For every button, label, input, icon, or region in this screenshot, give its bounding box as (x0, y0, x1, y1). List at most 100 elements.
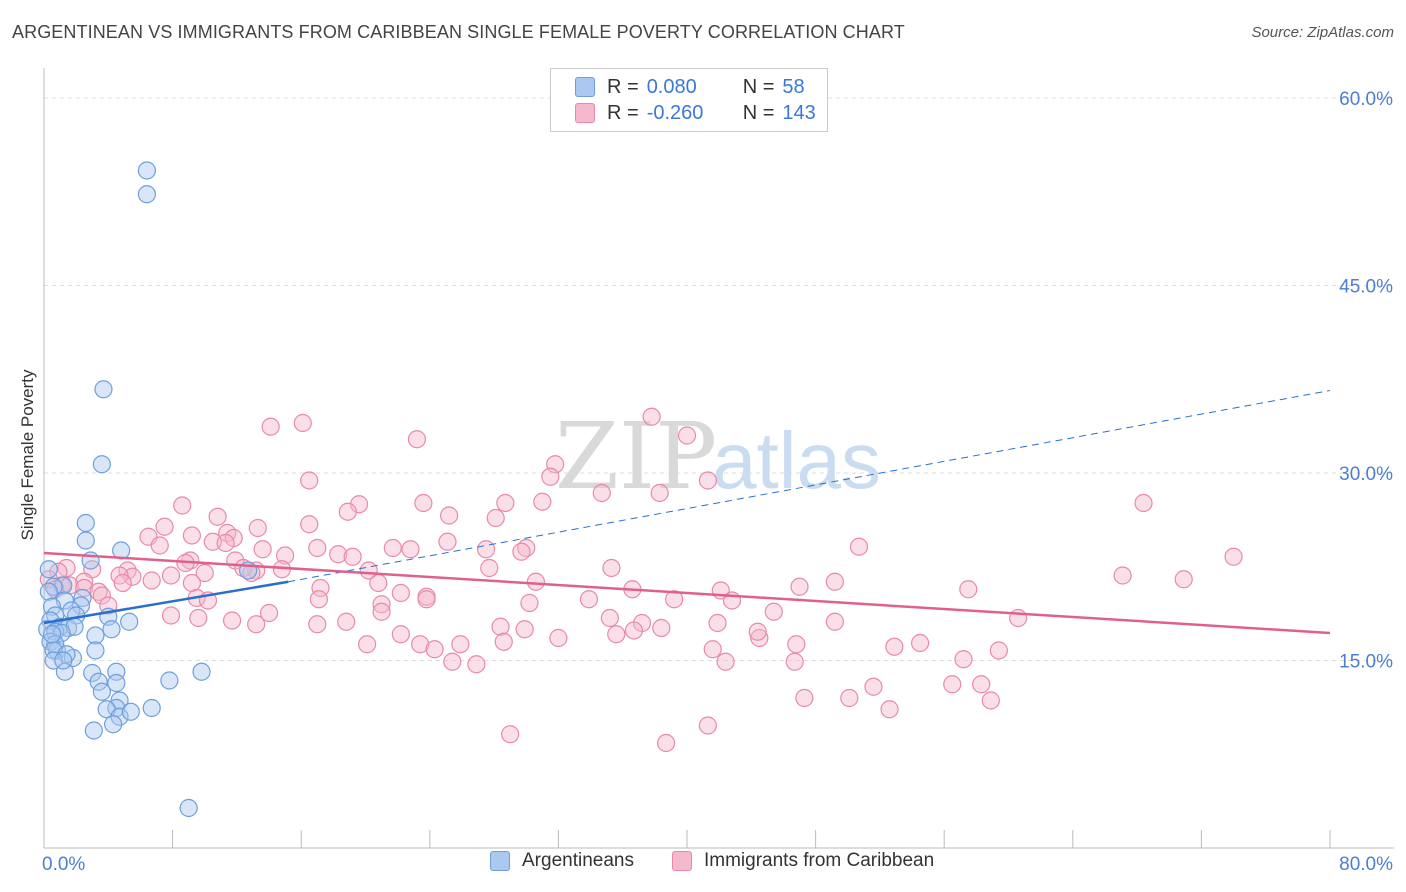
axes (43, 68, 1394, 849)
y-axis-label: Single Female Poverty (18, 369, 37, 541)
point-caribbean (549, 628, 568, 648)
source-label: Source: ZipAtlas.com (1251, 24, 1394, 41)
legend-r-value: 0.080 (646, 75, 697, 98)
point-caribbean (989, 641, 1008, 660)
point-argentineans (39, 582, 58, 601)
series-legend: Argentineans Immigrants from Caribbean (0, 850, 1406, 878)
point-argentineans (137, 161, 156, 180)
watermark-atlas: atlas (712, 416, 881, 505)
point-caribbean (698, 716, 717, 735)
point-caribbean (515, 620, 534, 639)
point-argentineans (160, 671, 179, 690)
point-caribbean (1113, 566, 1132, 585)
point-argentineans (89, 672, 108, 691)
point-caribbean (253, 540, 272, 559)
point-caribbean (150, 536, 169, 555)
point-caribbean (665, 590, 684, 609)
point-argentineans (71, 596, 91, 615)
point-argentineans (192, 662, 211, 681)
point-caribbean (242, 563, 261, 583)
point-caribbean (308, 538, 327, 558)
x-tick-label: 0.0% (42, 854, 85, 875)
x-tick-label: 80.0% (1339, 854, 1393, 875)
point-caribbean (443, 652, 462, 671)
point-caribbean (425, 640, 444, 659)
point-caribbean (383, 538, 402, 558)
point-caribbean (358, 635, 377, 654)
point-caribbean (208, 507, 227, 526)
legend-swatch-pink (672, 851, 692, 871)
point-caribbean (467, 655, 486, 674)
data-points (38, 161, 1243, 818)
point-caribbean (541, 467, 560, 486)
point-argentineans (121, 702, 140, 721)
point-caribbean (182, 526, 201, 545)
point-caribbean (750, 628, 769, 648)
point-caribbean (203, 532, 222, 551)
legend-item-argentineans: Argentineans (490, 850, 634, 872)
point-argentineans (94, 380, 113, 399)
legend-r-label: R = (607, 75, 639, 98)
point-caribbean (825, 612, 844, 631)
point-caribbean (451, 635, 470, 654)
point-caribbean (369, 573, 388, 593)
trend-line-argentineans-extension (288, 390, 1331, 583)
legend-item-caribbean: Immigrants from Caribbean (672, 850, 934, 872)
point-argentineans (179, 798, 198, 818)
legend-r-label: R = (607, 101, 639, 124)
legend-row-caribbean: R = -0.260 N = 143 (575, 100, 816, 126)
point-caribbean (216, 533, 235, 553)
point-caribbean (642, 407, 661, 426)
point-caribbean (337, 612, 356, 631)
point-caribbean (972, 675, 991, 694)
point-argentineans (46, 622, 65, 641)
point-caribbean (491, 617, 510, 636)
point-caribbean (414, 493, 433, 513)
point-caribbean (650, 483, 669, 503)
point-caribbean (607, 625, 626, 644)
watermark: ZIP atlas (555, 403, 881, 510)
point-caribbean (372, 595, 391, 614)
point-caribbean (533, 492, 552, 511)
point-caribbean (494, 632, 513, 651)
point-argentineans (92, 682, 111, 701)
point-caribbean (716, 652, 735, 671)
point-argentineans (76, 513, 95, 533)
point-caribbean (161, 606, 181, 625)
point-caribbean (247, 615, 266, 634)
point-caribbean (1134, 493, 1153, 513)
point-caribbean (795, 688, 814, 708)
point-argentineans (39, 560, 58, 579)
point-caribbean (943, 675, 962, 694)
point-caribbean (748, 622, 767, 641)
point-caribbean (92, 586, 111, 605)
point-caribbean (698, 471, 717, 490)
point-caribbean (372, 602, 391, 621)
point-argentineans (86, 626, 105, 645)
point-caribbean (1174, 570, 1193, 589)
point-caribbean (579, 590, 599, 609)
point-caribbean (790, 577, 809, 596)
point-argentineans (120, 612, 139, 631)
point-caribbean (708, 613, 727, 633)
legend-swatch-pink (575, 103, 595, 123)
point-caribbean (261, 417, 280, 436)
point-caribbean (300, 515, 319, 534)
point-argentineans (42, 625, 62, 644)
point-caribbean (954, 650, 973, 669)
point-caribbean (981, 691, 1000, 710)
point-argentineans (137, 185, 156, 204)
point-argentineans (54, 651, 73, 670)
point-caribbean (411, 635, 430, 654)
point-argentineans (76, 531, 95, 550)
point-caribbean (417, 590, 436, 609)
point-caribbean (407, 430, 427, 449)
point-caribbean (182, 573, 201, 593)
legend-label: Immigrants from Caribbean (704, 850, 935, 871)
point-caribbean (512, 542, 531, 561)
point-caribbean (401, 540, 420, 559)
point-caribbean (173, 496, 192, 515)
point-caribbean (329, 545, 348, 564)
point-caribbean (222, 611, 242, 630)
